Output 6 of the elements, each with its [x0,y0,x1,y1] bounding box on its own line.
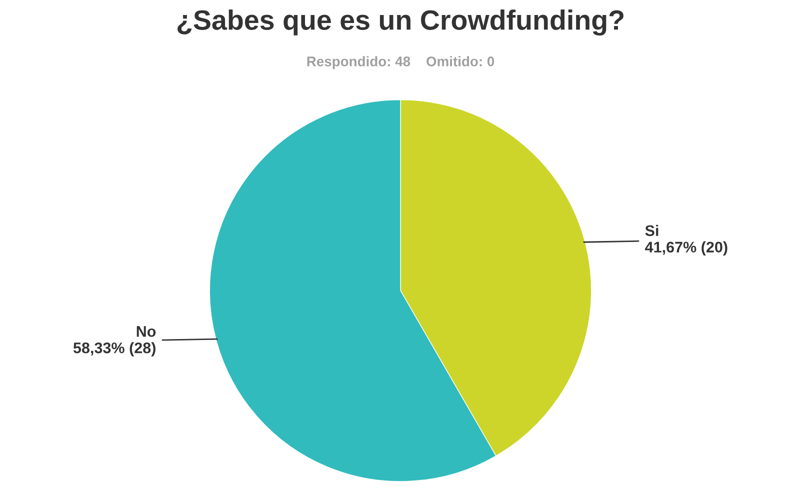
slice-label: Si [645,224,658,236]
slice-label: No [136,326,156,337]
data-label: 41,67% (20) [645,241,728,256]
data-label: 58,33% (28) [73,342,156,356]
chart-subtitle: Respondido: 48 Omitido: 0 [307,56,494,70]
chart-title: ¿Sabes que es un Crowdfunding? [178,10,624,36]
